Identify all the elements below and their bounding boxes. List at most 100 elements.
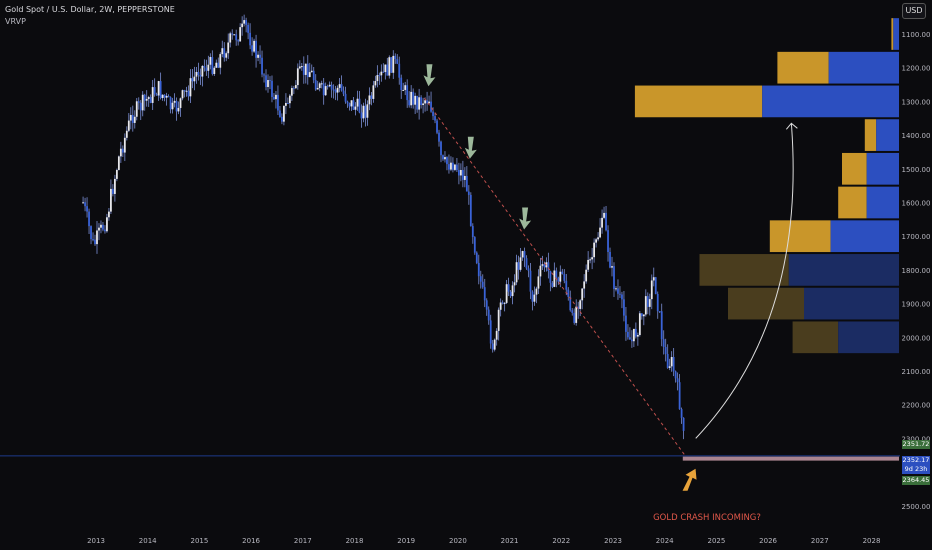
candle-body bbox=[197, 71, 200, 75]
candle-body bbox=[416, 95, 419, 110]
candle-body bbox=[332, 89, 335, 91]
candle-body bbox=[366, 104, 369, 118]
volume-bar-buy bbox=[864, 119, 877, 151]
candle-body bbox=[579, 300, 582, 309]
candle-body bbox=[358, 98, 361, 113]
candle-body bbox=[235, 34, 238, 41]
candle-body bbox=[82, 202, 84, 204]
candle-body bbox=[171, 102, 174, 110]
curved-arrow-head bbox=[785, 122, 798, 130]
x-tick-label: 2027 bbox=[811, 537, 829, 545]
candle-body bbox=[322, 83, 325, 96]
candle-body bbox=[275, 94, 277, 100]
candle-body bbox=[521, 251, 524, 258]
y-tick-label: 1700.00 bbox=[902, 233, 931, 241]
candle-body bbox=[342, 90, 345, 94]
candle-body bbox=[577, 306, 580, 309]
candle-body bbox=[513, 282, 516, 286]
candle-body bbox=[452, 162, 454, 170]
candle-body bbox=[284, 103, 287, 106]
currency-button[interactable]: USD bbox=[902, 3, 926, 19]
y-tick-label: 1600.00 bbox=[902, 200, 931, 208]
candle-body bbox=[501, 302, 504, 304]
arrows bbox=[423, 64, 798, 491]
candle-body bbox=[563, 274, 566, 281]
candle-body bbox=[511, 285, 514, 297]
candle-body bbox=[117, 156, 120, 170]
candle-body bbox=[201, 65, 204, 77]
candle-body bbox=[565, 280, 568, 290]
candle-body bbox=[360, 112, 363, 119]
x-tick-label: 2023 bbox=[604, 537, 622, 545]
up-arrow bbox=[682, 468, 697, 491]
candle-body bbox=[131, 114, 134, 123]
current-price-line bbox=[0, 455, 900, 461]
candle-body bbox=[350, 100, 353, 107]
candle-body bbox=[121, 148, 124, 153]
x-tick-label: 2022 bbox=[552, 537, 570, 545]
candle-body bbox=[662, 339, 665, 347]
candle-body bbox=[106, 217, 108, 232]
candle-body bbox=[609, 251, 611, 268]
candle-body bbox=[316, 88, 319, 90]
candle-body bbox=[436, 120, 438, 133]
candle-body bbox=[334, 89, 337, 93]
candle-body bbox=[249, 32, 252, 46]
candle-body bbox=[601, 217, 603, 228]
candle-body bbox=[648, 299, 651, 307]
volume-bar-buy bbox=[634, 85, 763, 118]
candle-body bbox=[177, 107, 180, 112]
x-axis[interactable]: 2013 2014 2015 2016 2017 2018 2019 2020 2021 2022… bbox=[87, 537, 880, 545]
candle-body bbox=[533, 294, 536, 302]
indicator-label[interactable]: VRVP bbox=[5, 17, 26, 26]
candle-body bbox=[336, 87, 339, 93]
candle-body bbox=[515, 262, 518, 283]
price-tag: 2351.72 bbox=[902, 440, 930, 449]
candle-body bbox=[157, 81, 160, 96]
y-tick-label: 1900.00 bbox=[902, 301, 931, 309]
candle-body bbox=[390, 57, 393, 73]
y-tick-label: 2300.00 bbox=[902, 435, 931, 443]
candle-body bbox=[205, 67, 208, 71]
candle-body bbox=[241, 23, 244, 28]
candle-body bbox=[346, 101, 349, 104]
candle-body bbox=[656, 294, 659, 312]
candle-body bbox=[145, 98, 148, 101]
candle-body bbox=[442, 155, 444, 160]
candle-body bbox=[446, 157, 448, 165]
candle-body bbox=[215, 62, 218, 68]
candle-body bbox=[479, 276, 482, 282]
candle-body bbox=[396, 59, 399, 64]
candle-body bbox=[414, 95, 417, 105]
candle-body bbox=[173, 100, 176, 103]
candle-body bbox=[541, 264, 544, 266]
candle-body bbox=[491, 343, 494, 350]
candle-body bbox=[678, 382, 681, 410]
down-arrow bbox=[464, 136, 477, 159]
candle-body bbox=[133, 116, 136, 123]
volume-bar-buy bbox=[792, 321, 839, 354]
candle-body bbox=[90, 226, 92, 240]
candle-body bbox=[328, 84, 331, 87]
candle-body bbox=[179, 98, 182, 108]
candle-body bbox=[84, 202, 86, 207]
candle-body bbox=[344, 93, 347, 102]
candle-body bbox=[485, 300, 488, 310]
candle-body bbox=[324, 86, 327, 96]
volume-profile bbox=[634, 18, 899, 354]
candle-body bbox=[539, 265, 542, 277]
y-tick-label: 1300.00 bbox=[902, 98, 931, 106]
x-tick-label: 2013 bbox=[87, 537, 105, 545]
candle-body bbox=[463, 175, 466, 180]
annotation-text: GOLD CRASH INCOMING? bbox=[653, 513, 761, 523]
candle-body bbox=[239, 27, 242, 42]
candle-body bbox=[147, 97, 150, 99]
candle-body bbox=[267, 80, 269, 87]
candle-body bbox=[398, 63, 401, 78]
candle-body bbox=[454, 164, 456, 170]
candle-body bbox=[314, 80, 317, 90]
candle-body bbox=[193, 76, 196, 82]
candle-body bbox=[629, 337, 631, 340]
candle-body bbox=[153, 87, 156, 95]
